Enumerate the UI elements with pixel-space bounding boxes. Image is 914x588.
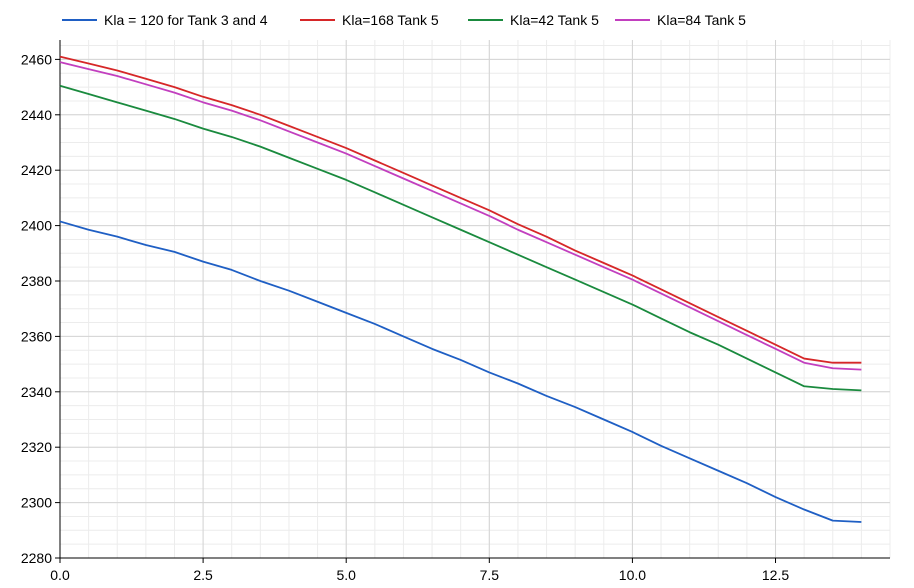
legend: Kla = 120 for Tank 3 and 4 Kla=168 Tank 5… (62, 12, 746, 28)
y-tick-label: 2300 (21, 495, 52, 511)
y-tick-label: 2340 (21, 384, 52, 400)
y-tick-label: 2440 (21, 107, 52, 123)
legend-label: Kla = 120 for Tank 3 and 4 (104, 12, 268, 28)
y-tick-label: 2320 (21, 439, 52, 455)
x-tick-label: 2.5 (193, 567, 213, 583)
series-line-1 (59, 220, 862, 523)
legend-label: Kla=168 Tank 5 (342, 12, 439, 28)
legend-label: Kla=42 Tank 5 (510, 12, 599, 28)
y-tick-label: 2420 (21, 162, 52, 178)
x-tick-label: 12.5 (762, 567, 789, 583)
series-line-3 (59, 84, 862, 392)
y-tick-label: 2380 (21, 273, 52, 289)
x-tick-label: 0.0 (50, 567, 70, 583)
series-line-4 (59, 61, 862, 371)
grid (59, 40, 891, 559)
y-tick-label: 2460 (21, 51, 52, 67)
series-line-2 (59, 55, 862, 364)
y-tick-label: 2400 (21, 218, 52, 234)
axes: 2280 2300 2320 2340 2360 2380 2400 2420 2440 2460… (21, 40, 890, 583)
legend-label: Kla=84 Tank 5 (657, 12, 746, 28)
series-lines (59, 55, 862, 523)
y-tick-label: 2360 (21, 328, 52, 344)
y-tick-label: 2280 (21, 550, 52, 566)
x-tick-label: 10.0 (619, 567, 646, 583)
x-tick-label: 7.5 (480, 567, 500, 583)
x-tick-label: 5.0 (336, 567, 356, 583)
